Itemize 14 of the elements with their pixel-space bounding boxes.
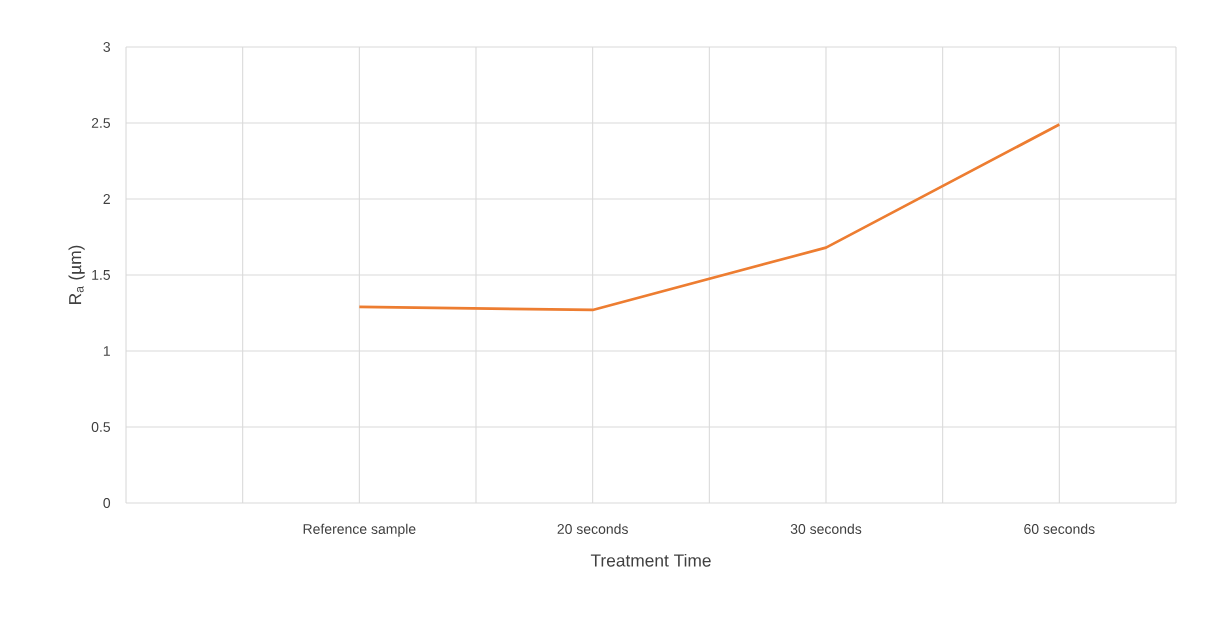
- y-axis-title: R$_{a}$ (µm): [68, 245, 85, 304]
- y-tick-label: 2: [103, 194, 110, 204]
- x-tick-label: 60 seconds: [1024, 523, 1095, 534]
- y-tick-label: 0: [103, 498, 111, 508]
- y-tick-label: 1.5: [92, 270, 111, 280]
- x-tick-label: 30 seconds: [790, 523, 862, 534]
- x-axis-title: Treatment Time: [590, 553, 711, 567]
- line-series: [358, 123, 1061, 312]
- x-tick-label: Reference sample: [303, 523, 416, 537]
- x-tick-label: 20 seconds: [557, 523, 628, 534]
- y-tick-label: 2.5: [91, 118, 111, 128]
- y-tick-label: 1: [103, 346, 110, 356]
- y-tick-label: 0.5: [91, 422, 111, 432]
- y-tick-label: 3: [103, 42, 111, 52]
